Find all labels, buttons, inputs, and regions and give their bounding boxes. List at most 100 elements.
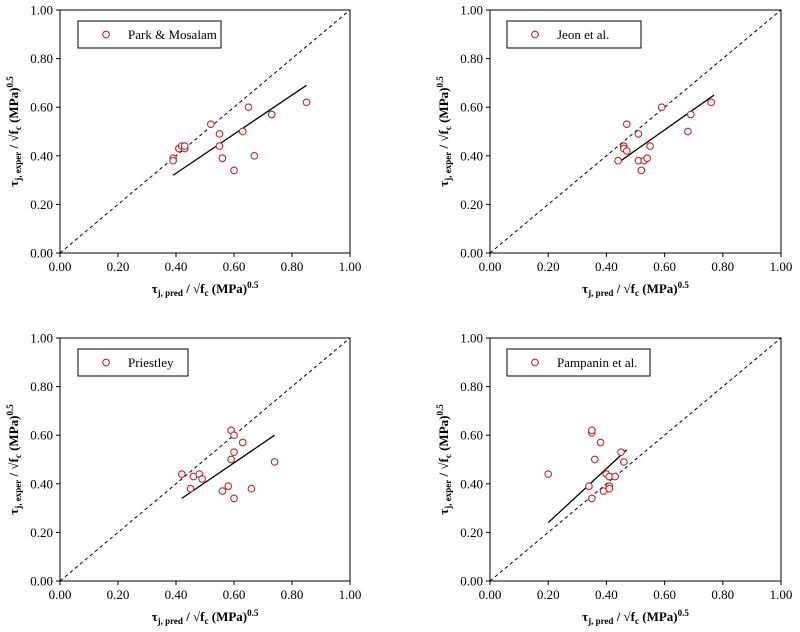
data-point (637, 166, 646, 175)
data-point (230, 166, 238, 175)
legend-box (77, 348, 189, 377)
data-point (227, 455, 235, 464)
legend-marker (102, 30, 110, 39)
y-tick-label: 0.00 (30, 574, 53, 589)
reference-line (59, 337, 351, 582)
data-point (646, 142, 654, 150)
y-tick-label: 1.00 (30, 331, 53, 346)
x-tick-label: 0.00 (49, 587, 72, 602)
data-point (180, 142, 189, 150)
legend-label: Jeon et al. (557, 27, 609, 42)
y-tick-label: 0.00 (460, 574, 483, 589)
trend-line (620, 94, 715, 162)
x-tick-label: 0.40 (595, 587, 618, 602)
y-tick-label: 0.80 (460, 51, 483, 66)
x-tick-label: 0.40 (165, 587, 188, 602)
reference-line (489, 337, 782, 582)
data-point (230, 448, 238, 457)
data-point (620, 458, 628, 466)
y-tick-label: 0.20 (460, 197, 483, 212)
data-point (686, 110, 695, 119)
y-tick-label: 0.80 (30, 51, 53, 66)
x-tick-label: 1.00 (770, 587, 793, 602)
y-tick-label: 1.00 (460, 331, 483, 346)
data-point (585, 482, 593, 491)
reference-line (59, 9, 351, 254)
y-tick-label: 0.60 (460, 100, 483, 115)
y-tick-label: 1.00 (460, 3, 483, 18)
x-tick-label: 0.00 (479, 259, 502, 274)
x-tick-label: 0.60 (653, 259, 676, 274)
x-tick-label: 0.60 (653, 587, 676, 602)
plot-frame (489, 337, 782, 582)
x-tick-label: 0.20 (107, 587, 130, 602)
y-tick-label: 0.40 (30, 148, 53, 163)
y-tick-label: 1.00 (30, 3, 53, 18)
data-point (247, 484, 256, 493)
chart-panel: 0.00 0.20 0.40 0.60 0.80 1.00 0.00 0.20 0.40 0.60… (5, 3, 361, 299)
data-point (230, 494, 238, 503)
y-tick-label: 0.20 (460, 525, 483, 540)
x-tick-label: 0.60 (223, 587, 246, 602)
data-point (587, 494, 596, 503)
y-tick-label: 0.00 (460, 246, 483, 261)
x-tick-label: 0.20 (537, 587, 560, 602)
data-point (218, 154, 227, 163)
legend-marker (531, 358, 539, 367)
data-point (622, 147, 631, 155)
data-point (177, 470, 186, 478)
data-point (617, 448, 625, 457)
x-axis-label: τj, pred / √fc (MPa)0.5 (152, 608, 259, 626)
y-tick-label: 0.20 (30, 525, 53, 540)
x-tick-label: 0.40 (165, 259, 188, 274)
data-point (544, 470, 553, 478)
data-point (250, 151, 259, 160)
x-tick-label: 0.00 (479, 587, 502, 602)
plot-frame (59, 337, 351, 582)
plot-frame (489, 9, 782, 254)
data-point (684, 127, 692, 136)
y-tick-label: 0.40 (460, 476, 483, 491)
data-point (244, 103, 253, 112)
y-tick-label: 0.00 (30, 246, 53, 261)
y-axis-label: τj, exper / √fc (MPa)0.5 (435, 404, 453, 515)
y-tick-label: 0.40 (30, 476, 53, 491)
data-point (186, 484, 195, 493)
y-axis-label: τj, exper / √fc (MPa)0.5 (5, 76, 23, 187)
data-point (590, 455, 599, 464)
x-tick-label: 0.80 (711, 587, 734, 602)
data-point (634, 130, 643, 138)
y-tick-label: 0.20 (30, 197, 53, 212)
legend-box (506, 348, 651, 377)
data-point (215, 130, 224, 138)
x-axis-label: τj, pred / √fc (MPa)0.5 (582, 608, 689, 626)
data-point (657, 103, 666, 112)
y-axis-label: τj, exper / √fc (MPa)0.5 (435, 76, 453, 187)
legend-label: Pampanin et al. (557, 355, 638, 370)
data-point (643, 154, 651, 163)
legend-box (77, 20, 222, 49)
x-tick-label: 0.20 (537, 259, 560, 274)
x-axis-label: τj, pred / √fc (MPa)0.5 (152, 280, 259, 298)
data-point (270, 458, 279, 466)
data-point (611, 472, 619, 481)
y-tick-label: 0.40 (460, 148, 483, 163)
trend-line (181, 434, 275, 499)
legend-label: Priestley (128, 355, 174, 370)
x-tick-label: 1.00 (770, 259, 793, 274)
y-tick-label: 0.80 (30, 379, 53, 394)
x-tick-label: 0.20 (107, 259, 130, 274)
y-tick-label: 0.60 (460, 428, 483, 443)
legend-marker (102, 358, 110, 367)
chart-panel: 0.00 0.20 0.40 0.60 0.80 1.00 0.00 0.20 0.40 0.60… (435, 331, 792, 627)
x-tick-label: 0.40 (595, 259, 618, 274)
data-point (587, 426, 596, 435)
y-axis-label: τj, exper / √fc (MPa)0.5 (5, 404, 23, 515)
plot-frame (59, 9, 351, 254)
data-point (605, 484, 614, 493)
data-point (169, 156, 177, 165)
y-tick-label: 0.80 (460, 379, 483, 394)
data-point (596, 438, 605, 447)
y-tick-label: 0.60 (30, 100, 53, 115)
